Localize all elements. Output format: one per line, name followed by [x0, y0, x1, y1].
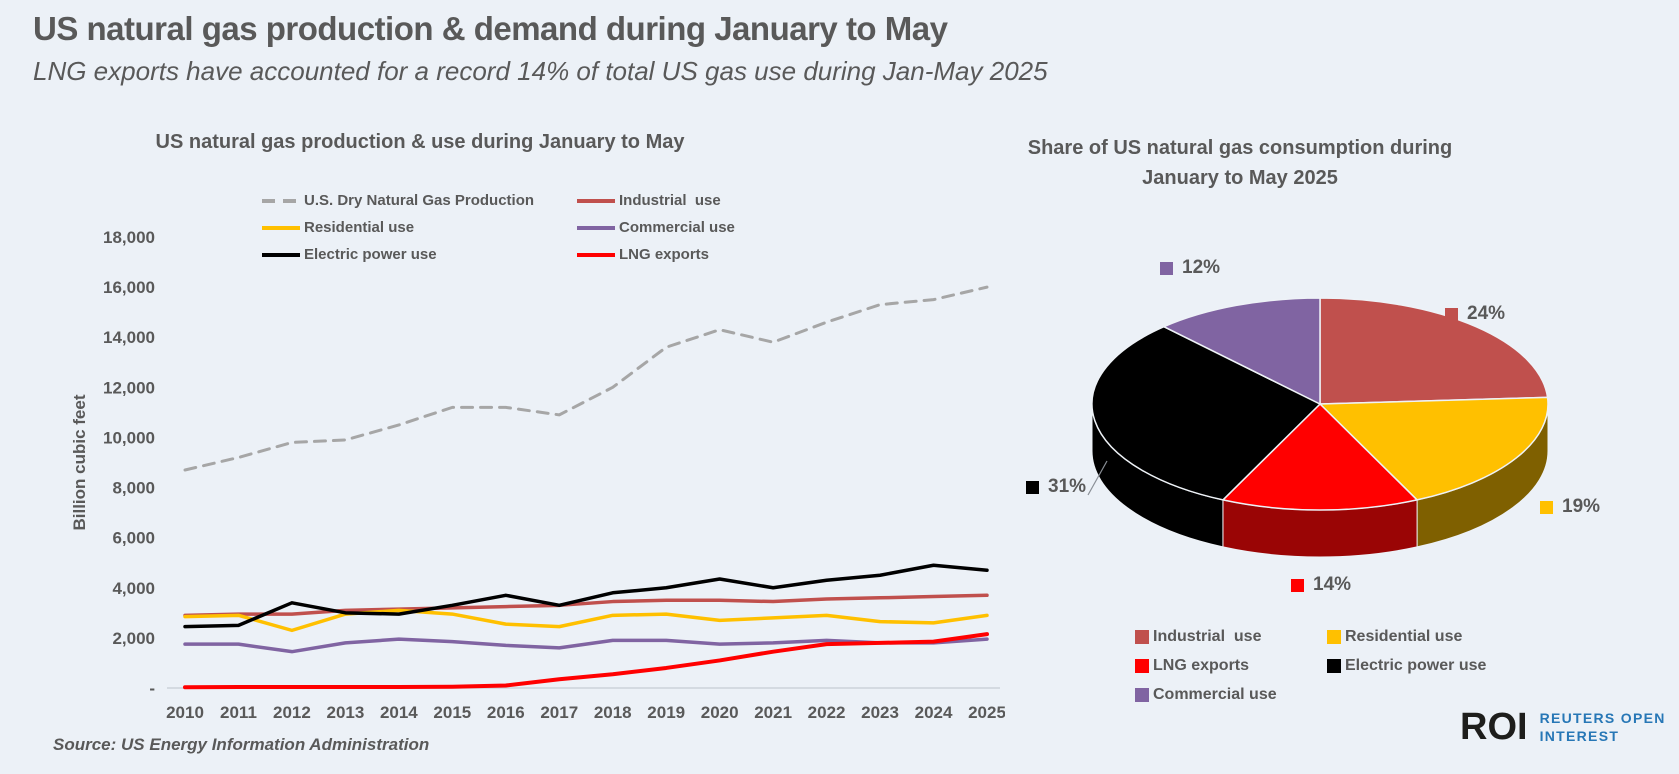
- svg-text:12,000: 12,000: [103, 378, 155, 397]
- svg-text:2015: 2015: [433, 703, 471, 722]
- pie-legend-electric: Electric power use: [1327, 657, 1486, 675]
- residential-square-marker: [1327, 630, 1341, 644]
- svg-text:2018: 2018: [594, 703, 632, 722]
- legend-label: Commercial use: [1153, 686, 1277, 703]
- svg-text:2022: 2022: [808, 703, 846, 722]
- legend-label: Industrial use: [619, 192, 721, 209]
- svg-text:2025: 2025: [968, 703, 1005, 722]
- svg-text:2020: 2020: [701, 703, 739, 722]
- residential-line-marker: [262, 225, 300, 230]
- legend-label: Industrial use: [1153, 628, 1262, 645]
- pie-label-residential: 19%: [1540, 496, 1600, 518]
- pie-legend-residential: Residential use: [1327, 628, 1486, 646]
- electric-line-marker: [262, 252, 300, 257]
- electric-square-marker: [1327, 659, 1341, 673]
- pie-label-leader-line: [1087, 460, 1108, 496]
- svg-text:2013: 2013: [326, 703, 364, 722]
- page-subtitle: LNG exports have accounted for a record …: [33, 56, 1048, 86]
- pie-label-electric: 31%: [1026, 476, 1086, 498]
- legend-item-production: U.S. Dry Natural Gas Production: [262, 192, 577, 209]
- legend-label: Commercial use: [619, 219, 735, 236]
- svg-text:2,000: 2,000: [112, 629, 155, 648]
- legend-label: U.S. Dry Natural Gas Production: [304, 192, 535, 209]
- svg-text:2021: 2021: [754, 703, 792, 722]
- industrial-line-marker: [577, 198, 615, 203]
- pie-legend-lng: LNG exports: [1135, 657, 1327, 675]
- production-line-marker: [262, 198, 300, 203]
- roi-logo: ROI REUTERS OPEN INTEREST: [1460, 708, 1666, 746]
- legend-item-lng: LNG exports: [577, 246, 735, 263]
- svg-text:-: -: [149, 679, 155, 698]
- svg-text:2019: 2019: [647, 703, 685, 722]
- pie-percent: 12%: [1182, 257, 1221, 278]
- svg-text:6,000: 6,000: [112, 529, 155, 548]
- svg-text:2017: 2017: [540, 703, 578, 722]
- legend-item-industrial: Industrial use: [577, 192, 735, 209]
- legend-item-commercial: Commercial use: [577, 219, 735, 236]
- roi-logo-line1: REUTERS OPEN: [1539, 709, 1666, 726]
- line-chart-title: US natural gas production & use during J…: [155, 131, 685, 153]
- pie-chart: [1091, 297, 1549, 558]
- legend-label: Residential use: [304, 219, 415, 236]
- legend-label: LNG exports: [619, 246, 710, 263]
- legend-label: Residential use: [1345, 628, 1463, 645]
- commercial-square-marker: [1160, 261, 1173, 275]
- legend-label: LNG exports: [1153, 657, 1250, 674]
- roi-logo-text: REUTERS OPEN INTEREST: [1540, 710, 1666, 744]
- commercial-line-marker: [577, 225, 615, 230]
- pie-percent: 31%: [1048, 476, 1087, 497]
- svg-text:2016: 2016: [487, 703, 525, 722]
- pie-percent: 19%: [1562, 496, 1601, 517]
- pie-chart-title: Share of US natural gas consumption duri…: [1027, 137, 1453, 189]
- electric-square-marker: [1026, 480, 1039, 494]
- pie-label-industrial: 24%: [1445, 303, 1505, 325]
- svg-text:14,000: 14,000: [103, 328, 155, 347]
- lng-line-marker: [577, 252, 615, 257]
- pie-percent: 24%: [1467, 303, 1506, 324]
- industrial-square-marker: [1445, 307, 1458, 321]
- line-chart-legend: U.S. Dry Natural Gas Production Industri…: [262, 192, 735, 263]
- svg-text:2012: 2012: [273, 703, 311, 722]
- pie-legend-industrial: Industrial use: [1135, 628, 1327, 646]
- residential-square-marker: [1540, 500, 1553, 514]
- pie-legend-commercial: Commercial use: [1135, 686, 1327, 704]
- legend-item-electric: Electric power use: [262, 246, 577, 263]
- svg-text:Billion cubic feet: Billion cubic feet: [70, 394, 89, 530]
- roi-logo-abbr: ROI: [1460, 706, 1528, 748]
- svg-text:2011: 2011: [220, 703, 257, 722]
- page-title: US natural gas production & demand durin…: [33, 10, 948, 47]
- industrial-square-marker: [1135, 630, 1149, 644]
- lng-square-marker: [1291, 578, 1304, 592]
- legend-label: Electric power use: [304, 246, 437, 263]
- svg-text:2010: 2010: [166, 703, 204, 722]
- svg-text:10,000: 10,000: [103, 428, 155, 447]
- commercial-square-marker: [1135, 688, 1149, 702]
- svg-text:2014: 2014: [380, 703, 418, 722]
- roi-logo-line2: INTEREST: [1539, 728, 1620, 744]
- pie-percent: 14%: [1313, 574, 1352, 595]
- legend-label: Electric power use: [1345, 657, 1487, 674]
- svg-text:4,000: 4,000: [112, 579, 155, 598]
- svg-text:2024: 2024: [915, 703, 953, 722]
- svg-text:2023: 2023: [861, 703, 899, 722]
- legend-item-residential: Residential use: [262, 219, 577, 236]
- pie-label-commercial: 12%: [1160, 257, 1220, 279]
- line-chart: 18,000 16,000 14,000 12,000 10,000 8,000 6,000…: [70, 228, 1005, 722]
- lng-square-marker: [1135, 659, 1149, 673]
- svg-text:8,000: 8,000: [112, 479, 155, 498]
- source-note: Source: US Energy Information Administra…: [53, 735, 430, 754]
- pie-label-lng: 14%: [1291, 574, 1351, 596]
- svg-text:16,000: 16,000: [103, 278, 155, 297]
- svg-text:18,000: 18,000: [103, 228, 155, 247]
- pie-chart-legend: Industrial use Residential use LNG expor…: [1135, 628, 1486, 704]
